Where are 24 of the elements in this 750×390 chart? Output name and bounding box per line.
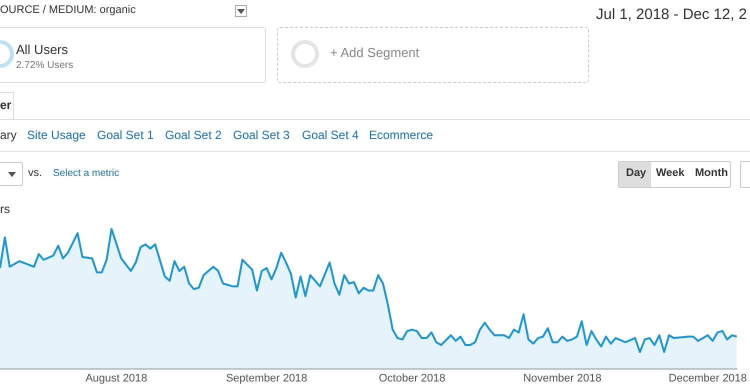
text: Month — [695, 167, 728, 179]
text: Select a metric — [53, 168, 120, 179]
text: + Add Segment — [330, 45, 420, 60]
text: OURCE / MEDIUM: organic — [0, 4, 136, 16]
x-tick-label: August 2018 — [85, 372, 148, 384]
text: Week — [656, 167, 685, 179]
y-axis-title: rs — [0, 202, 10, 216]
text: Goal Set 1 — [97, 128, 154, 142]
x-tick-label: September 2018 — [226, 372, 308, 384]
text: ary — [0, 128, 17, 142]
text: vs. — [28, 167, 42, 179]
text: Jul 1, 2018 - Dec 12, 2 — [596, 6, 747, 23]
text: Site Usage — [27, 128, 86, 142]
text: Day — [626, 167, 646, 179]
text: Ecommerce — [369, 128, 434, 142]
x-tick-label: November 2018 — [523, 372, 602, 384]
text: All Users — [16, 42, 68, 57]
x-tick-label: December 2018 — [668, 372, 747, 384]
text: er — [0, 98, 12, 112]
text: Goal Set 2 — [165, 128, 222, 142]
text: Goal Set 4 — [302, 128, 359, 142]
x-tick-label: October 2018 — [378, 372, 446, 384]
text: 2.72% Users — [16, 60, 74, 71]
text: Goal Set 3 — [233, 128, 290, 142]
